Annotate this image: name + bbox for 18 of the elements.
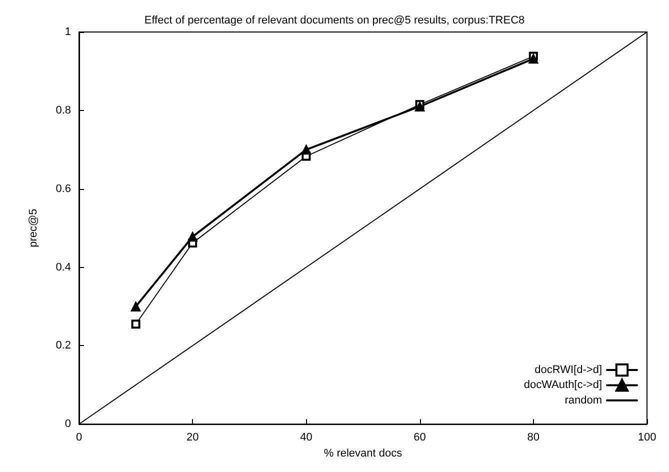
y-axis-title: prec@5	[28, 208, 40, 248]
x-tick-label: 20	[186, 432, 199, 444]
x-tick-label: 0	[76, 432, 82, 444]
y-tick-label: 0.4	[56, 261, 71, 274]
x-tick-label: 40	[300, 432, 312, 444]
y-tick-label: 1	[64, 26, 71, 38]
chart-title: Effect of percentage of relevant documents on prec@5 results, corpus:TREC8	[144, 14, 525, 26]
x-tick-label: 80	[527, 432, 540, 444]
legend-label: random	[564, 394, 602, 406]
legend-label: docWAuth[c->d]	[524, 379, 602, 392]
x-tick-label: 100	[638, 432, 656, 444]
legend-label: docRWI[d->d]	[534, 364, 602, 376]
x-axis-title: % relevant docs	[324, 448, 403, 460]
y-tick-label: 0	[64, 418, 71, 430]
y-tick-label: 0.2	[56, 340, 71, 352]
x-tick-label: 60	[414, 432, 426, 444]
y-tick-label: 0.8	[56, 104, 71, 116]
y-tick-label: 0.6	[56, 182, 71, 195]
